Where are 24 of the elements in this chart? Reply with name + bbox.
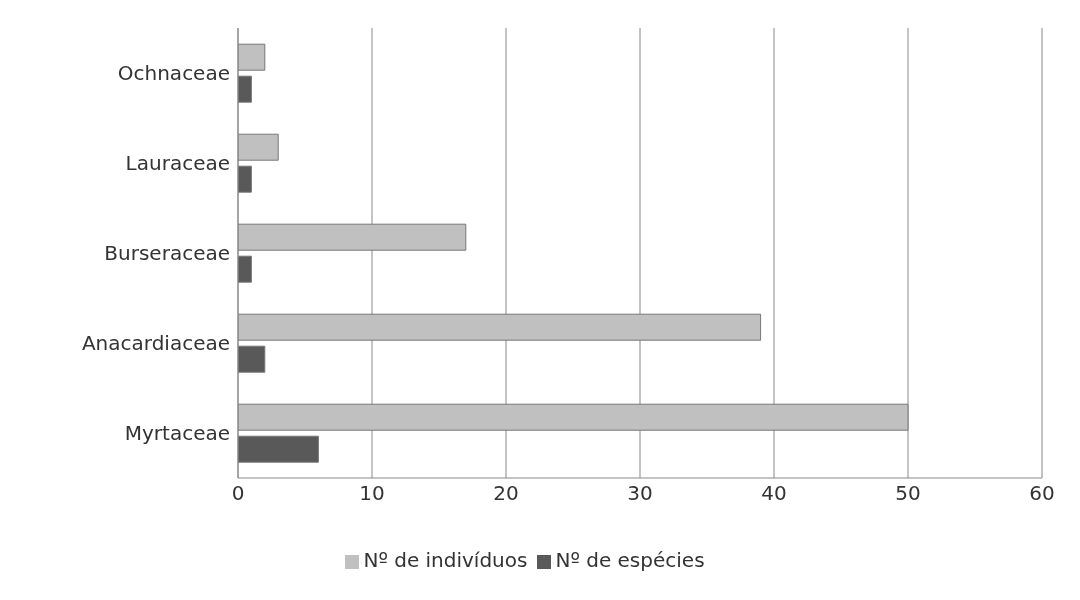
y-tick-label: Anacardiaceae xyxy=(81,331,230,356)
bar xyxy=(238,165,252,193)
x-tick-label: 0 xyxy=(231,481,245,506)
x-tick-label: 10 xyxy=(359,481,385,506)
x-tick-label: 50 xyxy=(895,481,921,506)
bar xyxy=(238,435,319,463)
x-tick-label: 40 xyxy=(761,481,787,506)
y-tick-label: Burseraceae xyxy=(104,241,230,266)
bar xyxy=(238,223,467,251)
bar xyxy=(238,255,252,283)
bar xyxy=(238,403,909,431)
x-tick-label: 60 xyxy=(1029,481,1055,506)
x-tick-label: 30 xyxy=(627,481,653,506)
legend-label: Nº de espécies xyxy=(555,548,705,572)
bar xyxy=(238,75,252,103)
y-tick-label: Ochnaceae xyxy=(117,61,230,86)
y-tick-label: Lauraceae xyxy=(125,151,230,176)
x-tick-label: 20 xyxy=(493,481,519,506)
legend-label: Nº de indivíduos xyxy=(363,548,528,572)
bar xyxy=(238,133,279,161)
bar xyxy=(238,313,762,341)
bar xyxy=(238,345,266,373)
bar xyxy=(238,43,266,71)
y-tick-label: Myrtaceae xyxy=(124,421,230,446)
